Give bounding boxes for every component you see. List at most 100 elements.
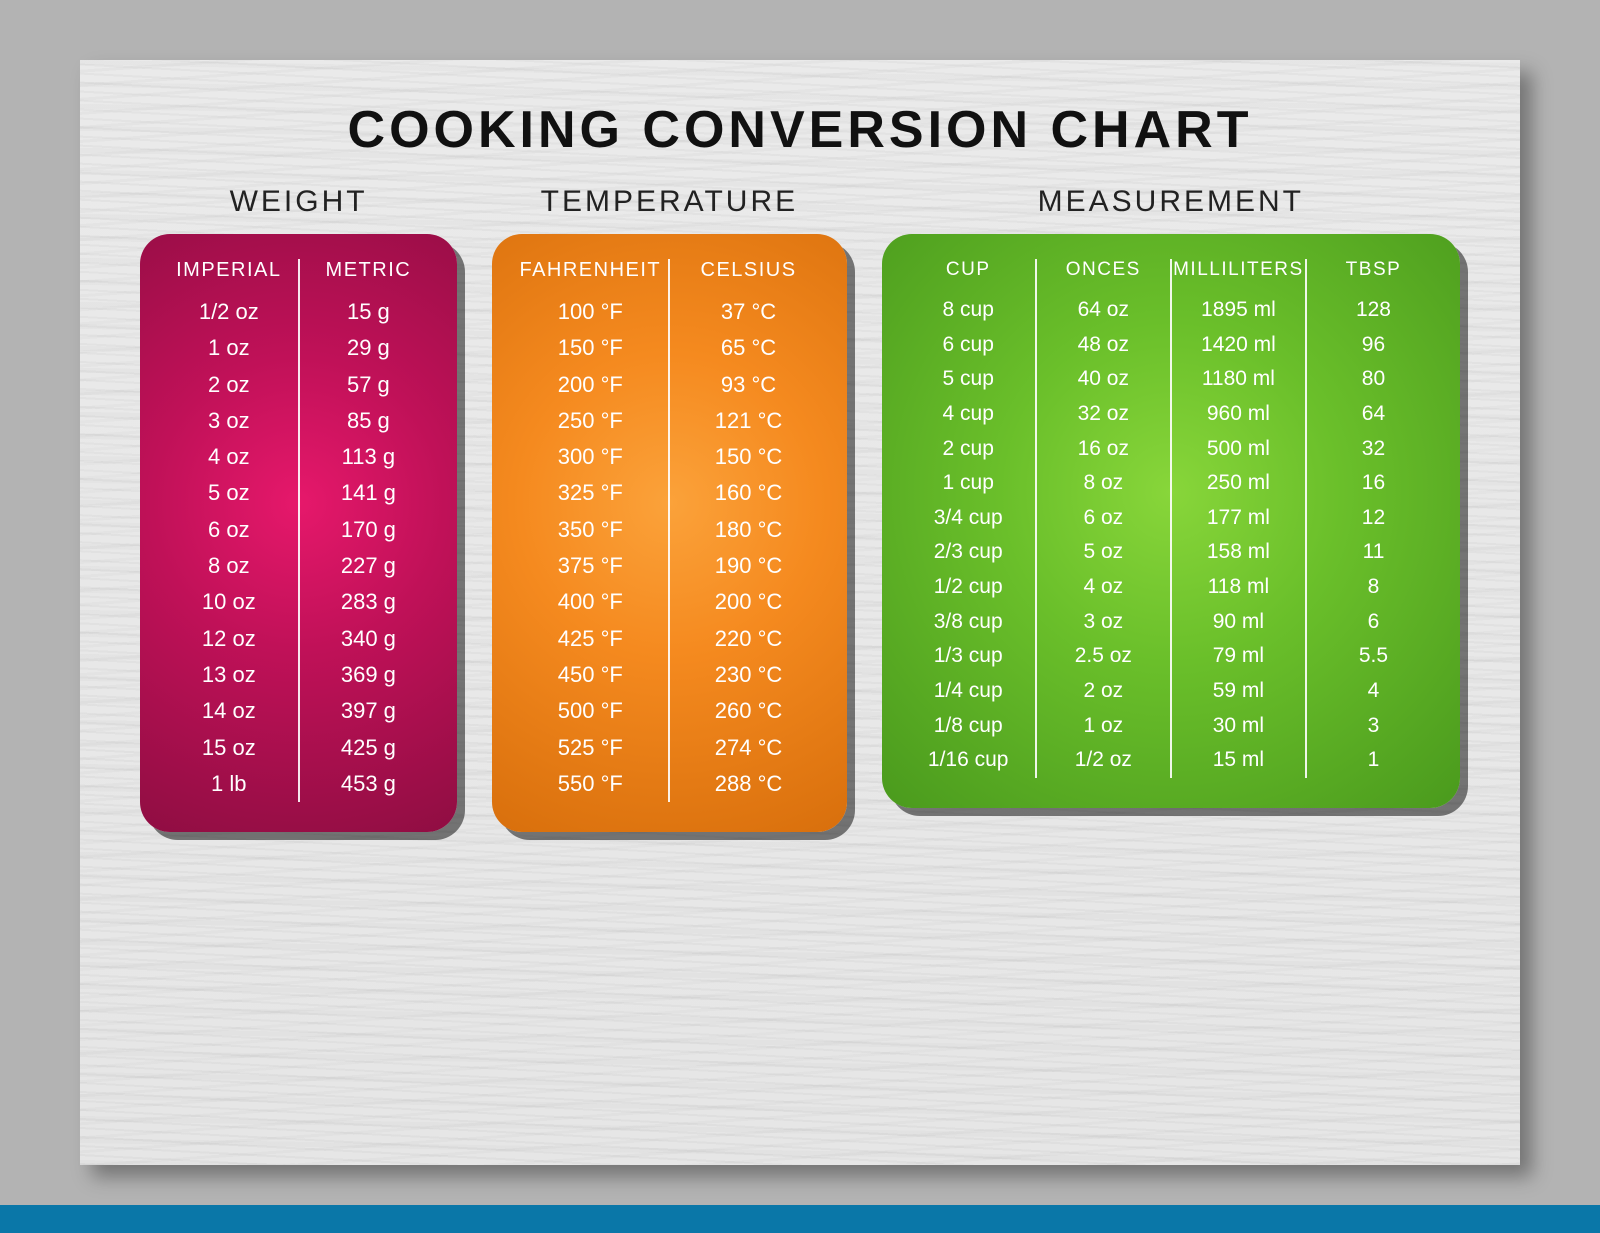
measurement-cell-3-8: 8 [1368,570,1380,605]
weight-cell-1-8: 283 g [341,584,396,620]
chart-board: COOKING CONVERSION CHART WEIGHT IMPERIAL… [80,60,1520,1165]
measurement-col-header-3: TBSP [1346,259,1402,281]
temperature-cell-0-7: 375 °F [558,548,623,584]
measurement-cell-2-7: 158 ml [1207,535,1270,570]
measurement-cell-1-3: 32 oz [1078,397,1129,432]
weight-cell-0-10: 13 oz [202,657,256,693]
weight-cell-1-13: 453 g [341,766,396,802]
measurement-col-header-0: CUP [946,259,991,281]
weight-cell-0-4: 4 oz [208,439,250,475]
measurement-cell-0-0: 8 cup [943,293,994,328]
temperature-cell-0-13: 550 °F [558,766,623,802]
measurement-cell-3-10: 5.5 [1359,639,1388,674]
measurement-cell-1-8: 4 oz [1083,570,1123,605]
temperature-cell-1-3: 121 °C [715,403,783,439]
weight-cell-1-12: 425 g [341,730,396,766]
temperature-cell-1-8: 200 °C [715,584,783,620]
temperature-col-1: CELSIUS37 °C65 °C93 °C121 °C150 °C160 °C… [668,259,826,802]
temperature-cell-1-11: 260 °C [715,693,783,729]
weight-cell-0-7: 8 oz [208,548,250,584]
temperature-cell-0-9: 425 °F [558,621,623,657]
weight-col-header-0: IMPERIAL [176,259,281,282]
measurement-cell-1-10: 2.5 oz [1075,639,1132,674]
measurement-cell-1-2: 40 oz [1078,362,1129,397]
measurement-col-2: MILLILITERS1895 ml1420 ml1180 ml960 ml50… [1170,259,1305,778]
footer-bar [0,1205,1600,1233]
weight-cell-0-1: 1 oz [208,330,250,366]
measurement-cell-1-9: 3 oz [1083,605,1123,640]
weight-cell-0-11: 14 oz [202,693,256,729]
temperature-cell-1-13: 288 °C [715,766,783,802]
weight-cell-0-2: 2 oz [208,367,250,403]
measurement-cell-0-3: 4 cup [943,397,994,432]
measurement-columns: CUP8 cup6 cup5 cup4 cup2 cup1 cup3/4 cup… [902,259,1440,778]
weight-cell-1-2: 57 g [347,367,390,403]
measurement-col-3: TBSP12896806432161211865.5431 [1305,259,1440,778]
temperature-cell-1-9: 220 °C [715,621,783,657]
weight-cell-0-9: 12 oz [202,621,256,657]
measurement-cell-3-9: 6 [1368,605,1380,640]
measurement-cell-3-1: 96 [1362,328,1385,363]
temperature-cell-0-0: 100 °F [558,294,623,330]
measurement-cell-2-12: 30 ml [1213,709,1264,744]
temperature-cell-1-5: 160 °C [715,475,783,511]
temperature-cell-1-6: 180 °C [715,512,783,548]
measurement-cell-3-7: 11 [1363,535,1385,570]
measurement-cell-0-11: 1/4 cup [934,674,1003,709]
measurement-cell-2-4: 500 ml [1207,432,1270,467]
page: COOKING CONVERSION CHART WEIGHT IMPERIAL… [0,0,1600,1205]
temperature-cell-1-0: 37 °C [721,294,776,330]
temperature-col-header-1: CELSIUS [701,259,797,282]
card-measurement: CUP8 cup6 cup5 cup4 cup2 cup1 cup3/4 cup… [882,234,1460,808]
temperature-cell-1-2: 93 °C [721,367,776,403]
weight-col-header-1: METRIC [326,259,412,282]
measurement-col-1: ONCES64 oz48 oz40 oz32 oz16 oz8 oz6 oz5 … [1035,259,1170,778]
measurement-cell-1-0: 64 oz [1078,293,1129,328]
measurement-cell-1-11: 2 oz [1083,674,1123,709]
measurement-cell-2-11: 59 ml [1213,674,1264,709]
measurement-cell-0-6: 3/4 cup [934,501,1003,536]
measurement-cell-3-2: 80 [1362,362,1385,397]
measurement-cell-2-3: 960 ml [1207,397,1270,432]
measurement-cell-3-11: 4 [1368,674,1380,709]
measurement-cell-3-12: 3 [1368,709,1380,744]
temperature-columns: FAHRENHEIT100 °F150 °F200 °F250 °F300 °F… [512,259,826,802]
weight-col-1: METRIC15 g29 g57 g85 g113 g141 g170 g227… [298,259,438,802]
weight-cell-0-13: 1 lb [211,766,246,802]
measurement-cell-2-0: 1895 ml [1201,293,1276,328]
section-temperature: TEMPERATURE FAHRENHEIT100 °F150 °F200 °F… [492,185,846,832]
weight-cell-1-10: 369 g [341,657,396,693]
weight-cell-1-11: 397 g [341,693,396,729]
temperature-cell-1-10: 230 °C [715,657,783,693]
measurement-cell-2-10: 79 ml [1213,639,1264,674]
section-weight: WEIGHT IMPERIAL1/2 oz1 oz2 oz3 oz4 oz5 o… [140,185,457,832]
measurement-cell-3-13: 1 [1368,743,1380,778]
temperature-cell-0-4: 300 °F [558,439,623,475]
measurement-cell-3-6: 12 [1362,501,1385,536]
temperature-cell-1-12: 274 °C [715,730,783,766]
temperature-cell-0-3: 250 °F [558,403,623,439]
measurement-cell-1-13: 1/2 oz [1075,743,1132,778]
temperature-cell-1-1: 65 °C [721,330,776,366]
section-measurement: MEASUREMENT CUP8 cup6 cup5 cup4 cup2 cup… [882,185,1460,808]
measurement-cell-0-2: 5 cup [943,362,994,397]
weight-cell-1-4: 113 g [342,439,395,475]
weight-cell-0-5: 5 oz [208,475,250,511]
temperature-col-0: FAHRENHEIT100 °F150 °F200 °F250 °F300 °F… [512,259,668,802]
measurement-cell-1-7: 5 oz [1083,535,1123,570]
weight-cell-0-6: 6 oz [208,512,250,548]
temperature-cell-0-2: 200 °F [558,367,623,403]
measurement-cell-3-3: 64 [1362,397,1385,432]
main-title: COOKING CONVERSION CHART [140,100,1460,160]
temperature-cell-0-5: 325 °F [558,475,623,511]
measurement-cell-0-7: 2/3 cup [934,535,1003,570]
weight-cell-1-5: 141 g [341,475,396,511]
measurement-cell-0-4: 2 cup [943,432,994,467]
weight-cell-1-3: 85 g [347,403,390,439]
sections-row: WEIGHT IMPERIAL1/2 oz1 oz2 oz3 oz4 oz5 o… [140,185,1460,1115]
measurement-cell-0-5: 1 cup [943,466,994,501]
weight-cell-0-3: 3 oz [208,403,250,439]
measurement-cell-3-4: 32 [1362,432,1385,467]
measurement-cell-1-6: 6 oz [1083,501,1123,536]
measurement-cell-2-1: 1420 ml [1201,328,1276,363]
